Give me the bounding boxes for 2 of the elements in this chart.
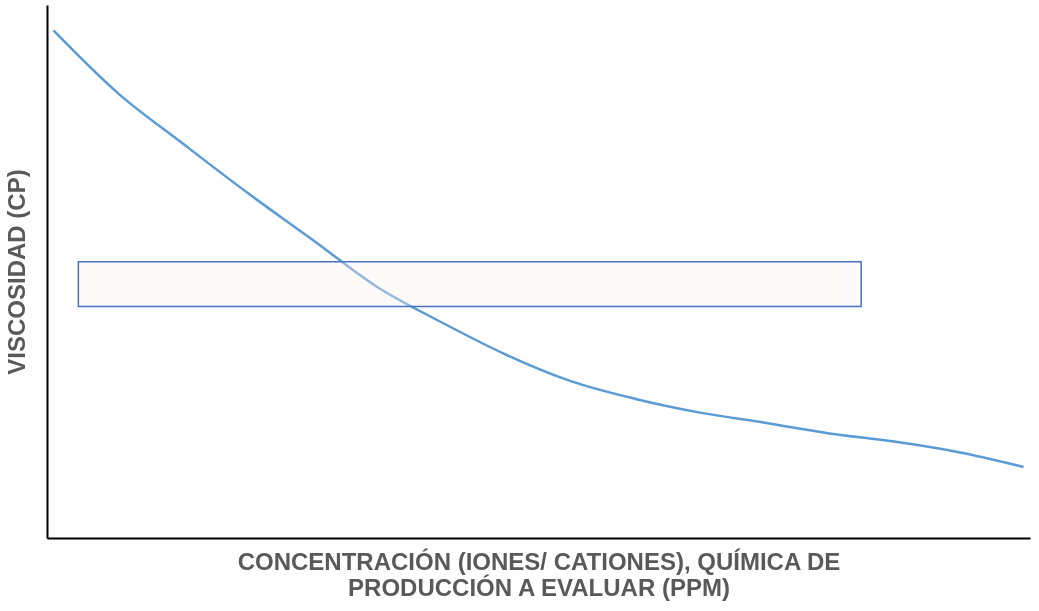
x-axis-title: CONCENTRACIÓN (IONES/ CATIONES), QUÍMICA DE PRODUCCIÓN A EVALUAR (PPM) [237, 547, 841, 601]
y-axis-title: VISCOSIDAD (CP) [2, 169, 30, 375]
